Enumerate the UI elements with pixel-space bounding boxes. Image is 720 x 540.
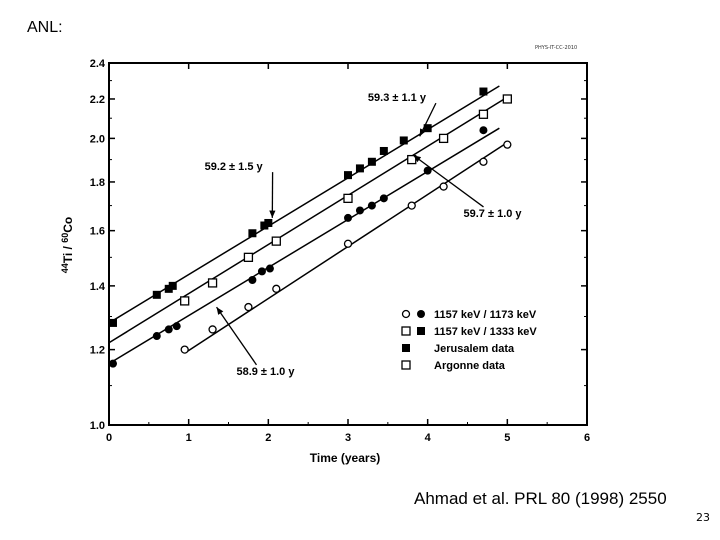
open-square-marker	[243, 252, 254, 262]
filled-square-marker	[399, 136, 408, 145]
filled-square-marker	[423, 124, 432, 133]
y-label-sup1: 44	[60, 263, 70, 273]
citation: Ahmad et al. PRL 80 (1998) 2550	[414, 489, 667, 508]
open-square-marker	[438, 133, 449, 144]
y-tick-label: 2.4	[90, 58, 106, 70]
fit-line	[184, 141, 508, 354]
y-label-sup2: 60	[60, 233, 70, 243]
open-square-marker	[478, 109, 489, 119]
legend: 1157 keV / 1173 keV 1157 keV / 1333 keV Je…	[401, 309, 537, 372]
filled-square-marker	[168, 281, 177, 290]
x-tick-label: 0	[106, 432, 112, 444]
fit-lines	[108, 85, 508, 365]
y-tick-label: 2.0	[90, 133, 105, 145]
filled-circle-marker	[257, 267, 266, 276]
x-tick-label: 4	[425, 432, 432, 444]
filled-square-marker	[152, 290, 161, 299]
arrow-head	[269, 210, 276, 218]
filled-circle-marker	[355, 206, 364, 215]
y-tick-label: 2.2	[90, 94, 105, 106]
slide-label: ANL:	[27, 19, 63, 36]
y-tick-label: 1.6	[90, 226, 105, 238]
filled-circle-marker	[108, 359, 117, 368]
tick-labels: 0 1 2 3 4 5 6 1.0 1.2 1.4 1.6 1.8 2.0 2.2 2.4	[90, 58, 590, 444]
open-circle-marker	[407, 201, 416, 210]
filled-square-marker	[379, 146, 388, 155]
data-points	[108, 87, 512, 368]
annotation-text: 59.3 ± 1.1 y	[368, 92, 427, 104]
x-tick-label: 5	[504, 432, 510, 444]
filled-square-marker	[355, 164, 364, 173]
filled-circle-marker	[423, 166, 432, 175]
annotation-arrow	[412, 154, 484, 208]
filled-circle-marker	[152, 332, 161, 341]
filled-circle-marker	[379, 194, 388, 203]
y-label-slash: /	[61, 243, 75, 253]
open-square-marker	[407, 154, 417, 165]
y-tick-label: 1.2	[90, 345, 105, 357]
filled-square-marker	[479, 87, 488, 96]
open-circle-marker	[208, 325, 217, 334]
y-axis-label: 44Ti / 60Co	[60, 217, 75, 274]
legend-label: Argonne data	[434, 360, 506, 372]
annotations: 59.3 ± 1.1 y 59.2 ± 1.5 y 59.7 ± 1.0 y 58.9…	[205, 92, 523, 378]
open-circle-marker	[244, 302, 253, 312]
open-square-marker	[343, 193, 353, 204]
open-square-marker	[401, 326, 411, 336]
open-circle-marker	[439, 182, 448, 191]
annotation-arrow	[216, 306, 258, 366]
filled-circle-marker	[265, 264, 274, 273]
arrow-head	[413, 155, 422, 163]
annotation-text: 58.9 ± 1.0 y	[236, 366, 295, 378]
filled-circle-marker	[172, 322, 181, 331]
filled-square-marker	[248, 229, 257, 238]
x-tick-label: 6	[584, 432, 590, 444]
filled-square-marker	[402, 344, 410, 352]
open-circle-marker	[272, 284, 281, 293]
x-tick-label: 3	[345, 432, 351, 444]
y-label-ti: Ti	[61, 253, 75, 263]
open-square-marker	[207, 278, 218, 288]
filled-circle-marker	[248, 276, 257, 285]
annotation-text: 59.2 ± 1.5 y	[205, 161, 264, 173]
arrow-head	[419, 128, 426, 137]
svg-text:44Ti / 60Co: 44Ti / 60Co	[60, 217, 75, 274]
open-square-marker	[401, 360, 411, 370]
x-tick-label: 2	[265, 432, 271, 444]
arrow-head	[216, 307, 224, 315]
filled-circle-marker	[367, 201, 376, 210]
tick-marks	[108, 62, 588, 426]
open-circle-marker	[180, 345, 189, 354]
filled-circle-marker	[479, 126, 488, 135]
legend-label: 1157 keV / 1333 keV	[434, 326, 537, 338]
filled-square-marker	[264, 218, 273, 227]
y-tick-label: 1.0	[90, 420, 105, 432]
filled-square-marker	[417, 327, 425, 335]
open-square-marker	[180, 296, 190, 306]
open-circle-marker	[343, 239, 353, 248]
legend-label: Jerusalem data	[434, 343, 515, 355]
open-circle-marker	[503, 140, 512, 149]
filled-square-marker	[367, 157, 376, 166]
open-square-marker	[271, 236, 281, 246]
filled-circle-marker	[417, 310, 425, 318]
x-axis-label: Time (years)	[310, 451, 380, 465]
legend-label: 1157 keV / 1173 keV	[434, 309, 537, 321]
y-tick-label: 1.4	[90, 281, 106, 293]
annotation-text: 59.7 ± 1.0 y	[464, 208, 523, 220]
figure-stamp: PHYS-IT-CC-2010	[535, 45, 578, 51]
open-square-marker	[502, 94, 512, 104]
open-circle-marker	[479, 157, 488, 166]
open-circle-marker	[401, 309, 411, 319]
y-label-co: Co	[61, 217, 75, 233]
y-tick-label: 1.8	[90, 177, 105, 189]
x-tick-label: 1	[186, 432, 192, 444]
filled-circle-marker	[344, 213, 352, 222]
page-number: 23	[696, 511, 710, 524]
filled-square-marker	[108, 318, 117, 327]
filled-square-marker	[344, 171, 352, 180]
filled-circle-marker	[164, 325, 173, 334]
